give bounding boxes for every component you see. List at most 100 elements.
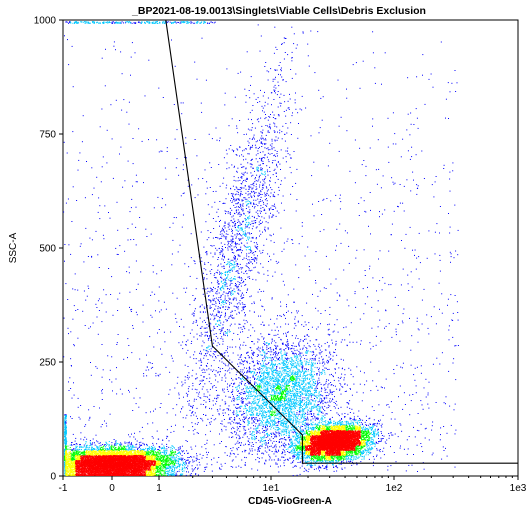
event-dot <box>286 354 288 356</box>
event-dot <box>440 434 441 436</box>
event-dot <box>319 382 321 384</box>
event-dot <box>228 307 230 309</box>
event-dot <box>232 389 234 391</box>
event-dot <box>249 129 251 131</box>
event-dot <box>145 412 147 414</box>
event-dot <box>135 311 137 313</box>
event-dot <box>443 164 445 166</box>
event-dot <box>245 284 247 286</box>
event-dot <box>270 318 272 320</box>
event-dot <box>238 311 240 313</box>
event-dot <box>388 433 390 434</box>
event-dot <box>259 371 261 373</box>
event-dot <box>214 397 216 399</box>
event-dot <box>222 227 223 229</box>
event-dot <box>213 457 215 459</box>
event-dot <box>298 277 300 279</box>
event-dot <box>160 309 162 311</box>
event-dot <box>268 131 270 133</box>
event-dot <box>265 444 267 446</box>
event-dot <box>298 413 300 415</box>
event-dot <box>231 317 233 319</box>
event-dot <box>244 407 246 409</box>
event-dot <box>230 314 232 316</box>
event-dot <box>420 423 422 425</box>
event-dot <box>188 463 190 465</box>
event-dot <box>399 423 401 425</box>
event-dot <box>238 442 240 444</box>
event-dot <box>430 316 432 318</box>
event-dot <box>310 402 312 404</box>
event-dot <box>439 363 441 365</box>
event-dot <box>254 364 256 366</box>
event-dot <box>183 450 185 452</box>
event-dot <box>236 154 238 156</box>
event-dot <box>187 459 188 461</box>
event-dot <box>236 442 238 444</box>
event-dot <box>326 391 328 393</box>
event-dot <box>250 335 252 337</box>
event-dot <box>241 209 243 211</box>
event-dot <box>351 464 353 466</box>
event-dot <box>381 387 383 389</box>
event-dot <box>241 302 243 304</box>
event-dot <box>363 249 365 251</box>
event-dot <box>212 256 214 258</box>
event-dot <box>283 450 285 452</box>
event-dot <box>250 356 252 358</box>
event-dot <box>235 285 237 286</box>
event-dot <box>248 394 250 396</box>
event-dot <box>256 247 258 249</box>
event-dot <box>385 310 387 312</box>
event-dot <box>315 359 316 361</box>
event-dot <box>231 310 233 312</box>
event-dot <box>224 452 226 454</box>
event-dot <box>212 329 214 331</box>
event-dot <box>102 389 103 391</box>
event-dot <box>336 461 338 463</box>
event-dot <box>259 101 261 103</box>
event-dot <box>354 293 356 295</box>
event-dot <box>73 305 75 307</box>
event-dot <box>407 150 409 152</box>
event-dot <box>414 254 415 256</box>
event-dot <box>376 449 378 451</box>
event-dot <box>192 411 194 412</box>
event-dot <box>228 418 230 420</box>
event-dot <box>248 392 250 393</box>
event-dot <box>241 177 243 179</box>
event-dot <box>235 243 236 245</box>
event-dot <box>336 319 338 321</box>
event-dot <box>308 335 310 337</box>
event-dot <box>375 434 377 436</box>
event-dot <box>240 213 242 215</box>
event-dot <box>225 332 227 334</box>
event-dot <box>237 132 239 134</box>
event-dot <box>246 352 248 354</box>
event-dot <box>252 376 254 378</box>
event-dot <box>392 434 394 436</box>
event-dot <box>226 184 228 186</box>
event-dot <box>231 292 233 294</box>
event-dot <box>250 295 252 297</box>
event-dot <box>213 245 215 247</box>
event-dot <box>324 363 326 365</box>
event-dot <box>68 22 70 23</box>
event-dot <box>272 80 274 82</box>
event-dot <box>179 474 181 476</box>
event-dot <box>288 108 290 110</box>
event-dot <box>285 444 287 446</box>
event-dot <box>269 166 271 168</box>
event-dot <box>291 57 293 59</box>
event-dot <box>210 245 212 246</box>
event-dot <box>225 446 227 448</box>
event-dot <box>313 385 315 386</box>
event-dot <box>344 413 346 414</box>
event-dot <box>193 414 195 416</box>
event-dot <box>236 397 238 399</box>
event-dot <box>315 307 317 309</box>
event-dot <box>273 446 275 448</box>
event-dot <box>325 367 327 369</box>
event-dot <box>356 464 358 466</box>
event-dot <box>285 345 287 347</box>
